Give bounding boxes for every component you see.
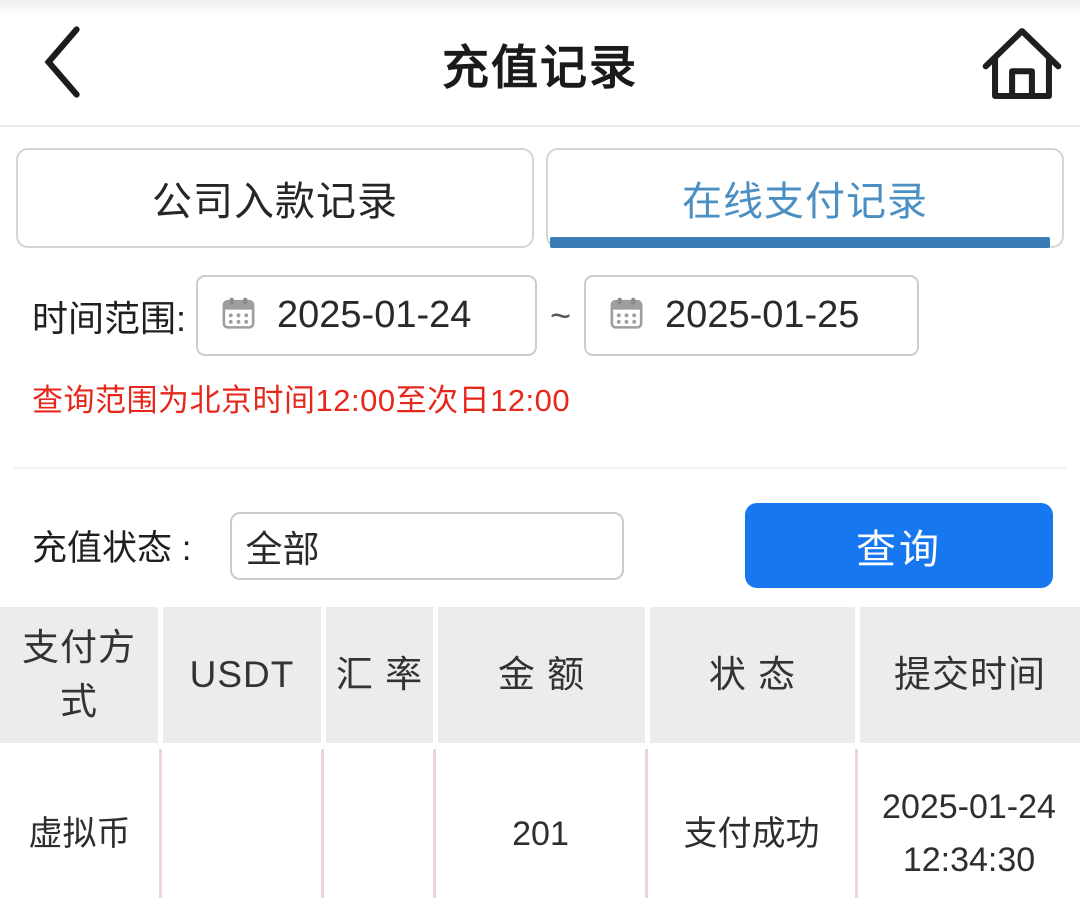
table-header-row: 支付方式 USDT 汇 率 金 额 状 态 提交时间 — [0, 607, 1080, 743]
end-date-input[interactable]: 2025-01-25 — [584, 275, 920, 356]
start-date-input[interactable]: 2025-01-24 — [196, 275, 538, 356]
page-title: 充值记录 — [442, 41, 638, 94]
cell-usdt — [159, 749, 321, 898]
status-row: 充值状态 : 全部 查询 — [0, 503, 1080, 588]
status-select[interactable]: 全部 — [230, 511, 625, 580]
tab-company-deposit[interactable]: 公司入款记录 — [16, 148, 534, 248]
status-label: 充值状态 : — [32, 529, 192, 568]
status-select-value: 全部 — [245, 528, 320, 570]
cell-payment-method: 虚拟币 — [28, 814, 131, 853]
query-button[interactable]: 查询 — [745, 503, 1053, 588]
header-cell-submit-time: 提交时间 — [855, 607, 1080, 743]
header-cell-payment-method: 支付方式 — [0, 607, 158, 743]
records-table: 支付方式 USDT 汇 率 金 额 状 态 提交时间 虚拟币 201 支付成功 … — [0, 607, 1080, 898]
calendar-icon — [220, 295, 257, 337]
calendar-icon — [608, 295, 645, 337]
home-button[interactable] — [976, 18, 1068, 112]
tab-label: 公司入款记录 — [152, 180, 398, 224]
header-cell-usdt: USDT — [158, 607, 321, 743]
start-date-value: 2025-01-24 — [277, 294, 472, 336]
header-cell-amount: 金 额 — [433, 607, 645, 743]
tab-bar: 公司入款记录 在线支付记录 — [16, 148, 1064, 248]
query-range-notice: 查询范围为北京时间12:00至次日12:00 — [32, 383, 571, 418]
cell-status: 支付成功 — [645, 749, 855, 898]
cell-amount: 201 — [433, 749, 645, 898]
back-button[interactable] — [34, 25, 90, 104]
chevron-left-icon — [39, 25, 85, 104]
tab-online-payment[interactable]: 在线支付记录 — [546, 148, 1064, 248]
tab-label: 在线支付记录 — [682, 180, 928, 224]
header-cell-rate: 汇 率 — [321, 607, 433, 743]
header-cell-status: 状 态 — [645, 607, 855, 743]
cell-submit-time: 2025-01-24 12:34:30 — [855, 749, 1080, 898]
date-range-label: 时间范围: — [32, 297, 187, 339]
end-date-value: 2025-01-25 — [665, 294, 860, 336]
active-tab-underline — [550, 237, 1050, 248]
section-divider — [14, 467, 1066, 469]
cell-rate — [321, 749, 433, 898]
header: 充值记录 — [0, 0, 1080, 127]
date-range-separator: ~ — [550, 294, 572, 336]
home-icon — [978, 19, 1066, 112]
date-range-row: 时间范围: 2025-01-24 ~ — [0, 275, 1080, 356]
table-row: 虚拟币 201 支付成功 2025-01-24 12:34:30 — [0, 749, 1080, 898]
